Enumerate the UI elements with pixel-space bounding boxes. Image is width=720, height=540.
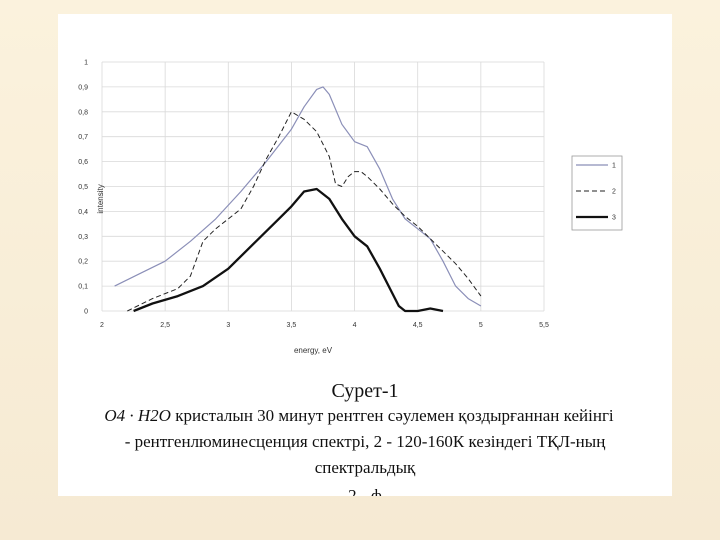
y-tick-label: 0,6	[78, 159, 88, 166]
chart: 2 2,5 3 3,5 4 4,5 5 5,5 0 0,1 0,2 0,3 0,4 0,5 0,6 0,7 0,…	[78, 60, 623, 355]
x-tick-label: 3,5	[287, 322, 297, 329]
x-axis-title: energy, eV	[294, 346, 333, 355]
y-tick-label: 1	[84, 60, 88, 67]
caption-line-4: 2 - ф	[348, 486, 382, 496]
legend: 1 2 3	[571, 155, 623, 231]
caption-title: Сурет-1	[331, 380, 399, 402]
y-tick-label: 0,4	[78, 209, 88, 216]
tick-labels: 2 2,5 3 3,5 4 4,5 5 5,5 0 0,1 0,2 0,3 0,4 0,5 0,6 0,7 0,…	[78, 60, 549, 330]
series-line-2	[127, 111, 482, 312]
x-tick-label: 2,5	[160, 322, 170, 329]
y-tick-label: 0,8	[78, 109, 88, 116]
y-tick-label: 0,5	[78, 184, 88, 191]
y-tick-label: 0,1	[78, 284, 88, 291]
x-tick-label: 2	[100, 322, 104, 329]
caption-line-2: - рентгенлюминесценция спектрі, 2 - 120-…	[124, 432, 606, 451]
y-tick-label: 0,2	[78, 259, 88, 266]
y-tick-label: 0,7	[78, 134, 88, 141]
y-axis-title: intensity	[96, 184, 105, 213]
legend-label-3: 3	[612, 215, 616, 222]
x-tick-label: 5	[479, 322, 483, 329]
x-tick-label: 5,5	[539, 322, 549, 329]
legend-label-1: 1	[612, 163, 616, 170]
caption-line-1: O4 · H2O кристалын 30 минут рентген сәул…	[58, 406, 666, 426]
caption-line-3: спектральдық	[314, 458, 416, 477]
y-tick-label: 0,9	[78, 84, 88, 91]
caption-line-1-text: кристалын 30 минут рентген сәулемен қозд…	[175, 406, 614, 425]
y-tick-label: 0	[84, 309, 88, 316]
x-tick-label: 4,5	[413, 322, 423, 329]
x-tick-label: 4	[353, 322, 357, 329]
series-line-1	[114, 86, 482, 307]
slide: 2 2,5 3 3,5 4 4,5 5 5,5 0 0,1 0,2 0,3 0,4 0,5 0,6 0,7 0,…	[58, 14, 672, 496]
x-tick-label: 3	[226, 322, 230, 329]
series-lines	[114, 86, 482, 313]
legend-label-2: 2	[612, 189, 616, 196]
gridlines	[101, 61, 545, 312]
chemical-formula: O4 · H2O	[104, 406, 171, 425]
series-line-3	[133, 187, 444, 313]
y-tick-label: 0,3	[78, 234, 88, 241]
